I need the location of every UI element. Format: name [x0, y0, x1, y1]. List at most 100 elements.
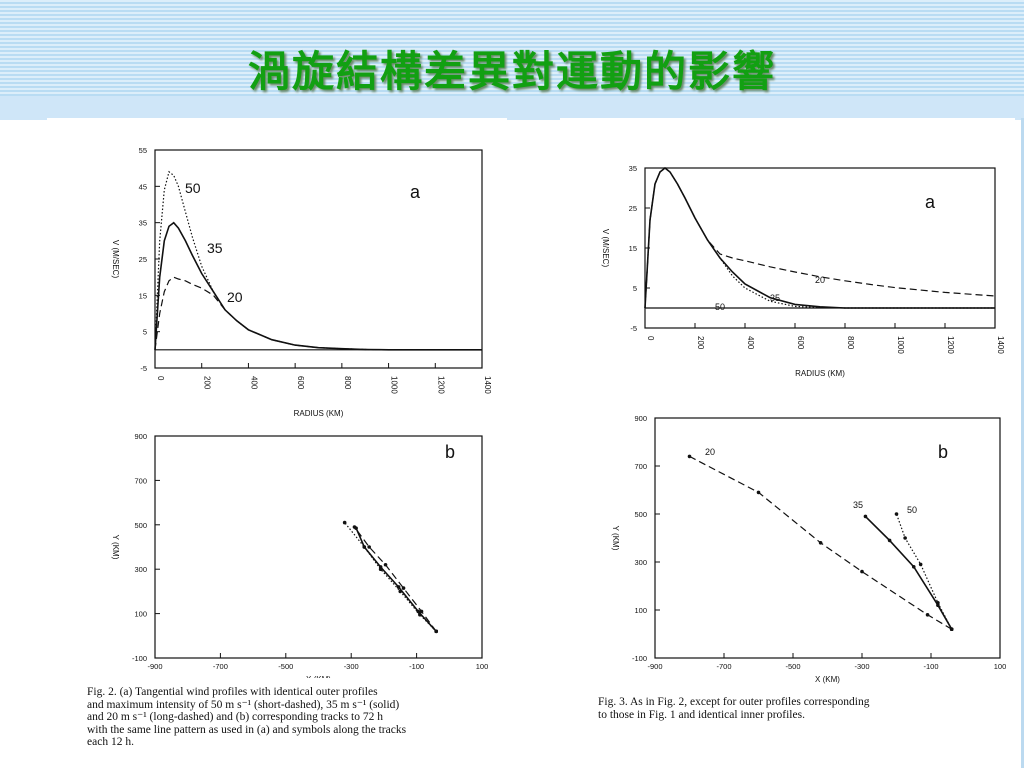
- x-tick-label: 1000: [896, 336, 905, 354]
- panel-letter: a: [410, 182, 421, 202]
- y-tick-label: 900: [134, 432, 147, 441]
- track-point-35: [378, 565, 383, 569]
- series-line-20: [354, 526, 437, 632]
- right-edge-strip: [1021, 118, 1024, 768]
- series-line-35: [355, 527, 437, 632]
- panel-letter: a: [925, 192, 936, 212]
- track-point-50: [936, 601, 940, 605]
- y-tick-label: -100: [132, 654, 147, 663]
- panel-letter: b: [938, 442, 948, 462]
- x-tick-label: 100: [994, 662, 1007, 671]
- plot-frame: [644, 167, 996, 329]
- track-point-50: [949, 627, 954, 631]
- panel-letter: b: [445, 442, 455, 462]
- track-point-20: [818, 541, 823, 545]
- figure-3: 0 200 400 600 800 1000 1200 1400 -5 5 15 25 35 RADIUS…: [560, 118, 1015, 758]
- y-axis-label: Y (KM): [111, 535, 120, 560]
- x-tick-label: 100: [476, 662, 489, 671]
- x-tick-label: -100: [409, 662, 424, 671]
- series-annotation: 50: [907, 505, 917, 515]
- track-point-35: [887, 538, 892, 543]
- series-annotation: 35: [770, 293, 780, 303]
- track-point-50: [342, 520, 347, 525]
- x-tick-label: -900: [147, 662, 162, 671]
- x-axis-label: X (KM): [815, 675, 840, 684]
- track-point-35: [416, 609, 421, 614]
- y-tick-label: -100: [632, 654, 647, 663]
- x-axis-label: X (KM): [306, 675, 331, 678]
- y-tick-label: 15: [139, 291, 147, 300]
- y-tick-label: 900: [634, 414, 647, 423]
- y-tick-label: 15: [629, 244, 637, 253]
- x-tick-label: 600: [796, 336, 805, 350]
- track-point-50: [894, 512, 899, 516]
- x-axis-label: RADIUS (KM): [294, 409, 344, 418]
- x-tick-label: 200: [696, 336, 705, 350]
- y-tick-label: 25: [139, 255, 147, 264]
- y-tick-label: 700: [134, 476, 147, 485]
- series-annotation: 20: [815, 275, 825, 285]
- y-tick-label: 700: [634, 462, 647, 471]
- y-tick-label: 35: [139, 219, 147, 228]
- plot-frame: [154, 149, 483, 369]
- y-tick-label: 500: [134, 521, 147, 530]
- chart-fig2b: -900 -700 -500 -300 -100 100 -100 100 300 500 700 9…: [111, 432, 489, 678]
- figure-2: 0 200 400 600 800 1000 1200 1400 -5 5 15 25 35 45 55 RA…: [47, 118, 507, 758]
- series-line-35: [644, 166, 995, 309]
- chart-fig2a: 0 200 400 600 800 1000 1200 1400 -5 5 15 25 35 45 55 RA…: [111, 146, 492, 418]
- series-line-50: [344, 522, 437, 632]
- x-tick-label: -300: [854, 662, 869, 671]
- series-line-20: [689, 455, 953, 630]
- x-tick-label: -900: [647, 662, 662, 671]
- x-tick-label: 800: [343, 376, 352, 390]
- x-tick-label: 1200: [946, 336, 955, 354]
- chart-fig3a: 0 200 400 600 800 1000 1200 1400 -5 5 15 25 35 RADIUS…: [601, 164, 1005, 378]
- y-tick-label: 25: [629, 204, 637, 213]
- track-point-20: [434, 629, 439, 634]
- x-tick-label: 800: [846, 336, 855, 350]
- x-tick-label: -500: [278, 662, 293, 671]
- track-point-35: [911, 565, 916, 569]
- y-tick-label: 55: [139, 146, 147, 155]
- series-annotation: 35: [207, 240, 223, 256]
- x-axis-label: RADIUS (KM): [795, 369, 845, 378]
- y-axis-label: V (M/SEC): [111, 240, 120, 279]
- x-tick-label: -700: [213, 662, 228, 671]
- plot-frame: [654, 417, 1001, 659]
- x-tick-label: 0: [156, 376, 165, 381]
- track-point-20: [687, 454, 692, 459]
- track-point-50: [918, 562, 923, 567]
- y-tick-label: 5: [143, 328, 147, 337]
- series-line-20: [154, 276, 482, 351]
- series-line-35: [154, 221, 482, 351]
- y-tick-label: 45: [139, 182, 147, 191]
- x-tick-label: 1400: [483, 376, 492, 394]
- y-tick-label: 500: [634, 510, 647, 519]
- x-tick-label: 400: [249, 376, 258, 390]
- y-tick-label: -5: [630, 324, 637, 333]
- x-tick-label: 400: [746, 336, 755, 350]
- y-tick-label: 100: [634, 606, 647, 615]
- track-point-20: [401, 586, 406, 590]
- series-annotation: 50: [185, 180, 201, 196]
- chart-fig3b: -900 -700 -500 -300 -100 100 -100 100 300 500 700 9…: [611, 414, 1007, 684]
- y-tick-label: -5: [140, 364, 147, 373]
- track-point-20: [367, 545, 371, 549]
- track-point-20: [419, 609, 424, 614]
- y-tick-label: 35: [629, 164, 637, 173]
- track-point-20: [860, 569, 864, 574]
- x-tick-label: 600: [296, 376, 305, 390]
- x-tick-label: -100: [923, 662, 938, 671]
- caption-fig2: Fig. 2. (a) Tangential wind profiles wit…: [87, 686, 407, 748]
- series-line-20: [644, 167, 996, 309]
- track-point-20: [756, 490, 761, 495]
- y-tick-label: 300: [634, 558, 647, 567]
- track-point-20: [383, 562, 388, 567]
- y-axis-label: Y (KM): [611, 526, 620, 551]
- y-axis-label: V (M/SEC): [601, 229, 610, 268]
- x-tick-label: 200: [203, 376, 212, 390]
- x-tick-label: 1200: [436, 376, 445, 394]
- series-annotation: 50: [715, 302, 725, 312]
- slide-title: 渦旋結構差異對運動的影響: [247, 47, 776, 96]
- series-line-50: [154, 170, 482, 351]
